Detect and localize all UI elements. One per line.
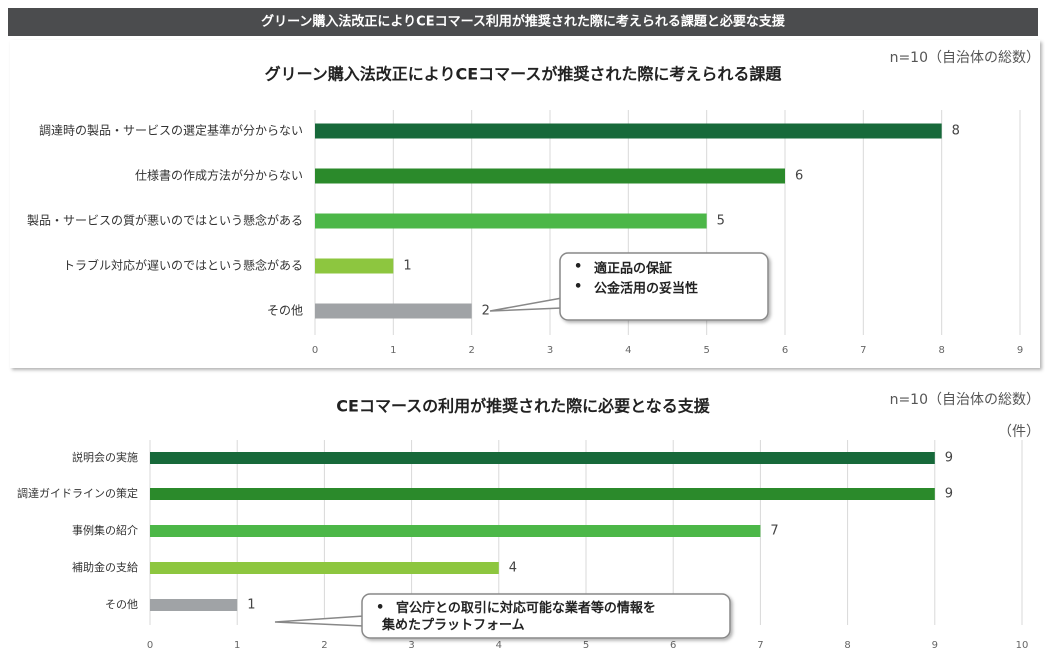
bar <box>150 562 499 574</box>
bar <box>150 488 935 500</box>
callout-bullet: • <box>376 601 384 616</box>
x-tick-label: 6 <box>670 640 676 651</box>
chart-title: CEコマースの利用が推奨された際に必要となる支援 <box>336 397 710 416</box>
callout-text: 官公庁との取引に対応可能な業者等の情報を集めたプラットフォーム <box>381 600 656 633</box>
x-tick-label: 3 <box>408 640 414 651</box>
unit-label: （件） <box>998 424 1040 440</box>
callout-pointer <box>489 297 563 312</box>
x-tick-label: 9 <box>1017 345 1023 356</box>
value-label: 2 <box>482 304 490 319</box>
x-tick-label: 1 <box>390 345 396 356</box>
x-tick-label: 1 <box>234 640 240 651</box>
bar <box>150 525 761 537</box>
value-label: 1 <box>247 598 255 613</box>
x-tick-label: 9 <box>932 640 938 651</box>
chart-title: グリーン購入法改正によりCEコマースが推奨された際に考えられる課題 <box>265 65 783 84</box>
y-tick-label: 事例集の紹介 <box>72 523 138 537</box>
x-tick-label: 7 <box>757 640 763 651</box>
bar <box>315 258 394 274</box>
x-tick-label: 4 <box>625 345 631 356</box>
x-tick-label: 5 <box>703 345 709 356</box>
header-bar <box>8 8 1038 36</box>
bar <box>315 168 785 184</box>
bar <box>315 213 707 229</box>
y-tick-label: 説明会の実施 <box>72 450 138 464</box>
x-tick-label: 8 <box>844 640 850 651</box>
x-tick-label: 0 <box>312 345 318 356</box>
y-tick-label: その他 <box>267 304 303 318</box>
y-tick-label: 補助金の支給 <box>72 560 138 574</box>
bar <box>150 452 935 464</box>
value-label: 6 <box>795 169 803 184</box>
y-tick-label: 調達時の製品・サービスの選定基準が分からない <box>39 123 303 138</box>
y-tick-label: 製品・サービスの質が悪いのではという懸念がある <box>27 213 303 228</box>
value-label: 9 <box>945 451 953 466</box>
x-tick-label: 0 <box>147 640 153 651</box>
callout-text: 適正品の保証 <box>594 261 672 277</box>
x-tick-label: 4 <box>496 640 502 651</box>
header-title: グリーン購入法改正によりCEコマース利用が推奨された際に考えられる課題と必要な支… <box>261 14 786 30</box>
x-tick-label: 2 <box>321 640 327 651</box>
value-label: 7 <box>770 524 778 539</box>
y-tick-label: 仕様書の作成方法が分からない <box>135 168 303 183</box>
x-tick-label: 3 <box>547 345 553 356</box>
x-tick-label: 10 <box>1016 640 1029 651</box>
value-label: 8 <box>952 124 960 139</box>
callout-box <box>559 252 769 321</box>
note: n=10（自治体の総数） <box>890 50 1040 66</box>
callout-bullet: • <box>574 260 582 275</box>
value-label: 4 <box>509 561 517 576</box>
y-tick-label: トラブル対応が遅いのではという懸念がある <box>63 258 303 273</box>
callout-text: 公金活用の妥当性 <box>594 281 698 297</box>
bar <box>150 599 238 611</box>
bar <box>315 303 472 319</box>
bar <box>315 123 942 139</box>
note: n=10（自治体の総数） <box>890 392 1040 408</box>
callout-line: 官公庁との取引に対応可能な業者等の情報を <box>396 600 656 616</box>
x-tick-label: 5 <box>583 640 589 651</box>
value-label: 9 <box>945 487 953 502</box>
y-tick-label: 調達ガイドラインの策定 <box>17 486 138 500</box>
panel <box>10 40 1040 368</box>
x-tick-label: 2 <box>468 345 474 356</box>
callout-bullet: • <box>574 280 582 295</box>
y-tick-label: その他 <box>105 598 138 611</box>
callout-pointer <box>274 615 365 627</box>
x-tick-label: 7 <box>860 345 866 356</box>
x-tick-label: 8 <box>938 345 944 356</box>
x-tick-label: 6 <box>782 345 788 356</box>
value-label: 5 <box>717 214 725 229</box>
callout-line: 集めたプラットフォーム <box>381 617 525 633</box>
callout-box <box>361 593 731 639</box>
value-label: 1 <box>403 259 411 274</box>
